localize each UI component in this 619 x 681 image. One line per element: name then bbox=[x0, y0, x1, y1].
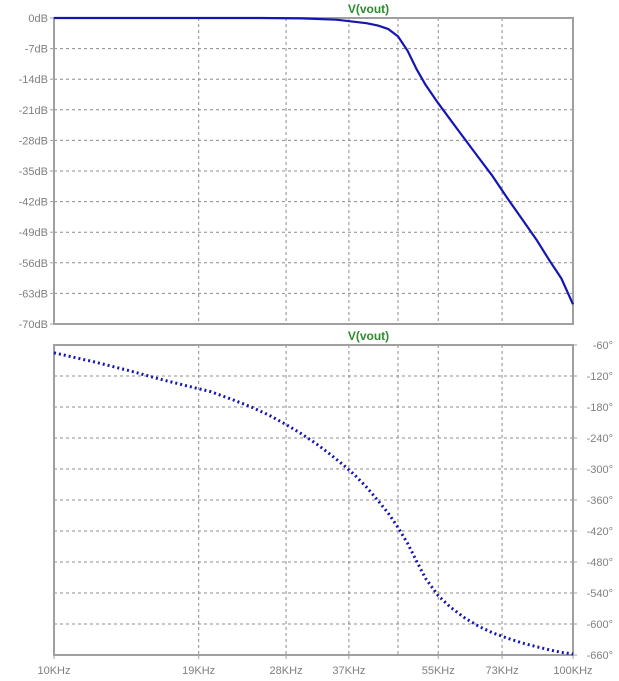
y-tick-label: -480° bbox=[587, 557, 613, 569]
y-tick-label: -240° bbox=[587, 433, 613, 445]
y-tick-label: -540° bbox=[587, 588, 613, 600]
y-tick-label: -14dB bbox=[19, 74, 48, 86]
y-tick-label: -35dB bbox=[19, 166, 48, 178]
phase-trace bbox=[53, 351, 574, 656]
y-tick-label: -70dB bbox=[19, 319, 48, 331]
y-tick-label: -60° bbox=[593, 340, 613, 352]
x-tick-label: 37KHz bbox=[332, 665, 365, 677]
y-tick-label: -420° bbox=[587, 526, 613, 538]
y-tick-label: -120° bbox=[587, 371, 613, 383]
y-tick-label: 0dB bbox=[28, 13, 48, 25]
x-tick-label: 10KHz bbox=[37, 665, 70, 677]
trace-title: V(vout) bbox=[348, 2, 389, 16]
plot-panel-2: -60° -120° -180° -240° -300° -360° -420° -480° -… bbox=[37, 329, 613, 677]
x-tick-label: 19KHz bbox=[182, 665, 215, 677]
x-tick-label: 73KHz bbox=[486, 665, 519, 677]
y-tick-label: -600° bbox=[587, 619, 613, 631]
y-tick-label: -42dB bbox=[19, 197, 48, 209]
magnitude-trace bbox=[54, 16, 575, 305]
y-tick-label: -56dB bbox=[19, 258, 48, 270]
y-tick-label: -28dB bbox=[19, 135, 48, 147]
x-tick-label: 55KHz bbox=[422, 665, 455, 677]
y-tick-label: -49dB bbox=[19, 227, 48, 239]
plot-panel-1: 0dB -7dB -14dB -21dB -28dB -35dB -42dB -49dB -56… bbox=[19, 2, 575, 331]
y-tick-label: -21dB bbox=[19, 105, 48, 117]
x-tick-label: 100KHz bbox=[553, 665, 592, 677]
x-tick-label: 28KHz bbox=[270, 665, 303, 677]
trace-title: V(vout) bbox=[348, 329, 389, 343]
y-tick-label: -63dB bbox=[19, 288, 48, 300]
y-tick-label: -180° bbox=[587, 402, 613, 414]
y-tick-label: -7dB bbox=[25, 44, 48, 56]
y-tick-label: -660° bbox=[587, 650, 613, 662]
y-tick-label: -300° bbox=[587, 464, 613, 476]
y-tick-label: -360° bbox=[587, 495, 613, 507]
